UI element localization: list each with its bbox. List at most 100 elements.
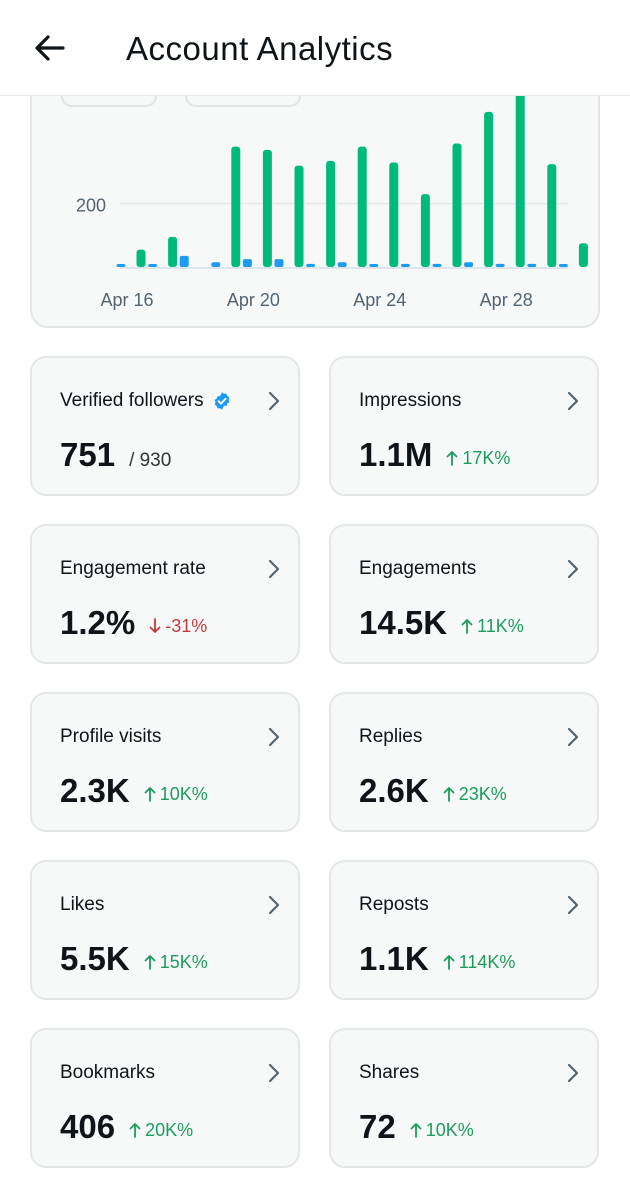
app-header: Account Analytics (0, 0, 630, 96)
arrow-up-icon (461, 619, 473, 634)
chevron-right-icon (567, 391, 579, 411)
arrow-left-icon[interactable] (30, 28, 70, 68)
stat-label: Reposts (359, 894, 429, 915)
stat-value: 1.1M (359, 436, 433, 473)
stat-value-row: 2.6K 23K% (359, 772, 507, 810)
chevron-right-icon (567, 1063, 579, 1083)
stat-value: 2.3K (60, 772, 130, 809)
bar-green (262, 149, 272, 267)
stat-change: 20K% (129, 1120, 193, 1141)
chevron-right-icon (268, 1063, 280, 1083)
bar-green (326, 160, 336, 267)
stat-tile-replies[interactable]: Replies 2.6K 23K% (329, 692, 599, 832)
stat-value: 751 (60, 436, 116, 473)
stat-label-row: Impressions (359, 390, 461, 412)
bar-green (484, 111, 494, 267)
arrow-up-icon (144, 787, 156, 802)
stat-change-value: -31% (165, 615, 208, 636)
stat-tile-reposts[interactable]: Reposts 1.1K 114K% (329, 860, 599, 1000)
arrow-up-icon (446, 451, 458, 466)
stat-tile-shares[interactable]: Shares 72 10K% (329, 1028, 599, 1168)
bar-blue (432, 263, 442, 267)
stat-value: 72 (359, 1108, 396, 1145)
bar-blue (242, 259, 252, 267)
stat-change-value: 20K% (145, 1119, 194, 1140)
bar-blue (179, 255, 189, 267)
stat-change: 15K% (144, 952, 208, 973)
stat-label-row: Bookmarks (60, 1062, 155, 1084)
bar-green (515, 92, 525, 267)
bar-green (547, 164, 557, 267)
chevron-right-icon (567, 895, 579, 915)
x-tick-label: Apr 20 (227, 290, 280, 310)
stat-value: 5.5K (60, 940, 130, 977)
chevron-right-icon (268, 559, 280, 579)
bar-green (420, 194, 430, 267)
chevron-right-icon (268, 391, 280, 411)
stat-value-row: 406 20K% (60, 1108, 193, 1146)
bar-blue (369, 264, 379, 267)
stat-label-row: Engagement rate (60, 558, 206, 580)
bar-blue (211, 262, 221, 267)
bar-blue (116, 264, 126, 267)
bar-green (294, 165, 304, 267)
stat-label-row: Reposts (359, 894, 429, 916)
stat-change-value: 17K% (462, 447, 511, 468)
stat-value: 14.5K (359, 604, 448, 641)
stat-label: Impressions (359, 390, 462, 411)
stat-label-row: Likes (60, 894, 104, 916)
bar-green (231, 146, 241, 267)
stat-tile-profile-visits[interactable]: Profile visits 2.3K 10K% (30, 692, 300, 832)
stat-label-row: Replies (359, 726, 422, 748)
arrow-down-icon (149, 618, 161, 633)
stat-total: / 930 (129, 450, 172, 471)
stat-value-row: 5.5K 15K% (60, 940, 208, 978)
bar-green (578, 243, 588, 267)
bar-blue (495, 263, 505, 267)
arrow-up-icon (129, 1123, 141, 1138)
stat-value-row: 1.2% -31% (60, 604, 207, 642)
bar-blue (558, 264, 568, 267)
x-tick-label: Apr 16 (100, 290, 153, 310)
stat-tile-verified-followers[interactable]: Verified followers 751 / 930 (30, 356, 300, 496)
stat-change-value: 15K% (159, 951, 208, 972)
chevron-right-icon (567, 727, 579, 747)
stat-tile-engagements[interactable]: Engagements 14.5K 11K% (329, 524, 599, 664)
page-title: Account Analytics (126, 30, 394, 67)
stat-label: Bookmarks (60, 1062, 156, 1083)
stat-tile-impressions[interactable]: Impressions 1.1M 17K% (329, 356, 599, 496)
stat-value: 1.2% (60, 604, 136, 641)
arrow-up-icon (144, 955, 156, 970)
bar-blue (306, 263, 316, 267)
arrow-up-icon (443, 955, 455, 970)
stat-label: Shares (359, 1062, 420, 1083)
stat-change-value: 114K% (458, 951, 516, 972)
verified-badge-icon (214, 392, 229, 410)
bar-green (136, 249, 146, 267)
bar-blue (400, 263, 410, 267)
bar-green (168, 236, 178, 267)
stat-tile-likes[interactable]: Likes 5.5K 15K% (30, 860, 300, 1000)
x-tick-label: Apr 24 (353, 290, 406, 310)
chevron-right-icon (268, 895, 280, 915)
stat-label-row: Shares (359, 1062, 419, 1084)
stat-value: 1.1K (359, 940, 429, 977)
bar-blue (337, 262, 347, 267)
stat-tile-engagement-rate[interactable]: Engagement rate 1.2% -31% (30, 524, 300, 664)
y-tick-label: 200 (76, 196, 106, 216)
stat-label-row: Profile visits (60, 726, 161, 748)
stat-value-row: 1.1K 114K% (359, 940, 515, 978)
stat-change: 10K% (144, 784, 208, 805)
stat-value-row: 1.1M 17K% (359, 436, 510, 474)
stat-change: 114K% (443, 951, 516, 973)
bar-blue (148, 264, 158, 267)
stat-change: 10K% (410, 1120, 474, 1141)
stat-change: -31% (149, 616, 207, 637)
stat-label: Replies (359, 726, 423, 747)
chevron-right-icon (567, 559, 579, 579)
stat-label: Engagement rate (60, 558, 206, 579)
bar-green (357, 146, 367, 267)
stat-change-value: 10K% (159, 783, 208, 804)
stat-tile-bookmarks[interactable]: Bookmarks 406 20K% (30, 1028, 300, 1168)
stat-change-value: 10K% (425, 1119, 474, 1140)
